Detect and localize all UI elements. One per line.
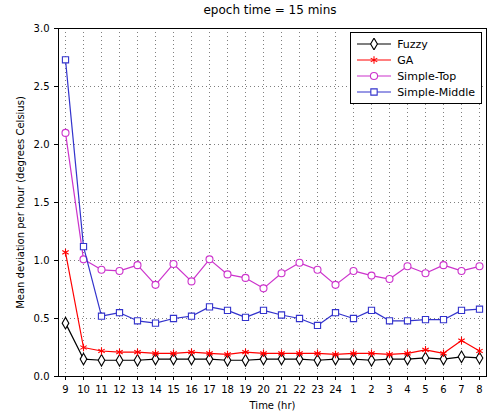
svg-text:11: 11 <box>95 384 108 395</box>
html-text:Fuzzy: Fuzzy <box>397 37 428 51</box>
svg-text:1: 1 <box>350 384 356 395</box>
svg-text:22: 22 <box>293 384 306 395</box>
svg-text:15: 15 <box>167 384 180 395</box>
svg-text:12: 12 <box>113 384 126 395</box>
html-text:GA: GA <box>397 53 414 67</box>
svg-text:Time (hr): Time (hr) <box>249 400 296 411</box>
svg-text:0.0: 0.0 <box>34 371 50 382</box>
svg-text:Mean deviation per hour (degre: Mean deviation per hour (degrees Celsius… <box>15 96 26 309</box>
html-text:epoch time = 15 mins: epoch time = 15 mins <box>203 3 337 17</box>
svg-text:9: 9 <box>62 384 68 395</box>
svg-text:4: 4 <box>404 384 410 395</box>
svg-text:8: 8 <box>476 384 482 395</box>
svg-text:6: 6 <box>440 384 446 395</box>
svg-text:2: 2 <box>368 384 374 395</box>
svg-text:2.5: 2.5 <box>34 81 50 92</box>
svg-text:18: 18 <box>221 384 234 395</box>
svg-text:16: 16 <box>185 384 198 395</box>
svg-text:13: 13 <box>131 384 144 395</box>
svg-text:17: 17 <box>203 384 216 395</box>
svg-text:5: 5 <box>422 384 428 395</box>
svg-text:7: 7 <box>458 384 464 395</box>
html-text:Simple-Top: Simple-Top <box>397 69 457 83</box>
svg-text:21: 21 <box>275 384 288 395</box>
svg-text:19: 19 <box>239 384 252 395</box>
svg-text:3: 3 <box>386 384 392 395</box>
svg-text:14: 14 <box>149 384 162 395</box>
html-text:Simple-Middle: Simple-Middle <box>397 85 475 99</box>
svg-text:2.0: 2.0 <box>34 139 50 150</box>
svg-text:0.5: 0.5 <box>34 313 50 324</box>
svg-text:20: 20 <box>257 384 270 395</box>
svg-text:23: 23 <box>311 384 324 395</box>
svg-text:24: 24 <box>329 384 342 395</box>
svg-text:3.0: 3.0 <box>34 23 50 34</box>
svg-text:10: 10 <box>77 384 90 395</box>
svg-text:1.5: 1.5 <box>34 197 50 208</box>
svg-text:1.0: 1.0 <box>34 255 50 266</box>
